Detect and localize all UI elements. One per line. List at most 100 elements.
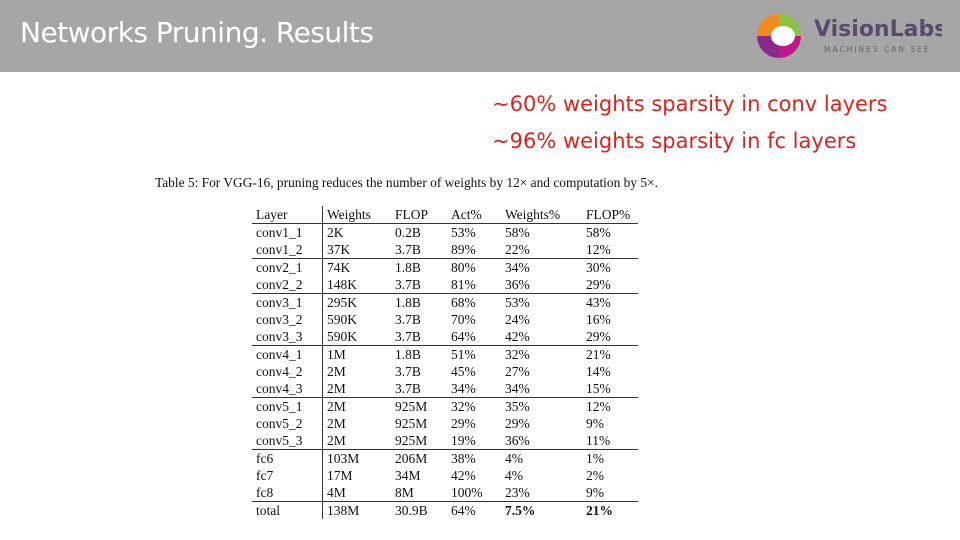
table-cell: 36% [501,276,582,294]
table-row: conv3_3 590K 3.7B 64% 42% 29% [252,328,638,346]
table-cell: 3.7B [395,364,421,379]
table-row: conv5_3 2M 925M 19% 36% 11% [252,432,638,450]
table-cell: 1.8B [395,295,421,310]
table-cell: 2M [327,416,346,431]
column-header: Layer [252,206,323,224]
table-cell: conv4_1 [252,345,323,363]
table-cell: 21% [586,347,611,362]
table-cell: 590K [327,312,357,327]
table-cell: 68% [451,295,476,310]
table-cell: conv5_1 [252,397,323,415]
table-cell: conv3_3 [252,328,323,346]
table-cell: 3.7B [391,328,447,346]
table-cell: 1.8B [395,347,421,362]
table-cell: fc7 [252,467,323,484]
table-row: conv2_2 148K 3.7B 81% 36% 29% [252,276,638,294]
table-cell: 21% [586,503,613,518]
table-cell: 64% [447,328,501,346]
table-cell: 295K [327,295,357,310]
table-cell: 1M [327,347,346,362]
table-row: conv4_2 2M 3.7B 45% 27% 14% [252,363,638,380]
table-cell: conv3_1 [252,293,323,311]
table-row: conv3_1 295K 1.8B 68% 53% 43% [252,293,638,311]
table-cell: 30% [586,260,611,275]
table-cell: 9% [586,416,604,431]
table-cell: 58% [505,225,530,240]
table-cell: 74K [327,260,351,275]
table-cell: conv3_2 [252,311,323,328]
table-cell: 4% [505,468,523,483]
table-cell: 23% [501,484,582,502]
table-cell: 4M [322,484,391,502]
table-cell: 103M [327,451,360,466]
table-cell: fc6 [252,449,323,467]
table-cell: 3.7B [395,312,421,327]
table-row: conv1_1 2K 0.2B 53% 58% 58% [252,223,638,241]
table-cell: 1% [586,451,604,466]
table-row: conv3_2 590K 3.7B 70% 24% 16% [252,311,638,328]
logo-tagline: MACHINES CAN SEE [824,45,931,54]
column-header: Act% [447,206,501,224]
table-cell: 35% [505,399,530,414]
table-cell: conv1_2 [252,241,323,259]
table-cell: 15% [582,380,638,398]
slide-title: Networks Pruning. Results [20,16,374,49]
table-row: fc6 103M 206M 38% 4% 1% [252,449,638,467]
highlight-text: ~96% weights sparsity in fc layers [492,129,857,153]
table-cell: total [252,501,323,519]
table-cell: 4% [505,451,523,466]
table-cell: 7.5% [505,503,536,518]
table-cell: conv1_1 [252,223,323,241]
table-row: conv2_1 74K 1.8B 80% 34% 30% [252,258,638,276]
table-cell: 8M [391,484,447,502]
table-cell: 925M [391,432,447,450]
table-cell: 51% [451,347,476,362]
table-cell: 2M [322,380,391,398]
table-cell: 34% [501,380,582,398]
table-cell: 29% [505,416,530,431]
table-cell: 45% [451,364,476,379]
table-cell: conv5_3 [252,432,323,450]
table-cell: 42% [451,468,476,483]
table-cell: 34M [395,468,421,483]
table-cell: 11% [582,432,638,450]
table-cell: 34% [505,260,530,275]
table-cell: 19% [447,432,501,450]
table-row: fc7 17M 34M 42% 4% 2% [252,467,638,484]
table-cell: 9% [582,484,638,502]
table-cell: 2% [586,468,604,483]
table-cell: 58% [586,225,611,240]
table-row: conv4_3 2M 3.7B 34% 34% 15% [252,380,638,398]
results-table: Layer Weights FLOP Act% Weights% FLOP% conv1_1… [252,206,638,519]
highlight-text: ~60% weights sparsity in conv layers [492,92,888,116]
table-cell: 36% [501,432,582,450]
table-row: total 138M 30.9B 64% 7.5% 21% [252,501,638,519]
table-cell: 3.7B [391,241,447,259]
table-cell: 70% [451,312,476,327]
table-row: fc8 4M 8M 100% 23% 9% [252,484,638,502]
table-cell: 14% [586,364,611,379]
table-row: conv5_1 2M 925M 32% 35% 12% [252,397,638,415]
column-header: Weights% [501,206,582,224]
table-cell: 43% [586,295,611,310]
table-cell: 138M [327,503,360,518]
table-cell: 53% [505,295,530,310]
table-cell: 2M [327,364,346,379]
table-cell: 17M [327,468,353,483]
table-cell: 206M [395,451,428,466]
table-cell: 16% [586,312,611,327]
table-row: conv4_1 1M 1.8B 51% 32% 21% [252,345,638,363]
table-row: conv1_2 37K 3.7B 89% 22% 12% [252,241,638,259]
table-row: conv5_2 2M 925M 29% 29% 9% [252,415,638,432]
table-cell: 1.8B [395,260,421,275]
table-cell: 12% [586,399,611,414]
table-cell: 24% [505,312,530,327]
table-cell: 2M [322,432,391,450]
table-cell: conv4_2 [252,363,323,380]
table-cell: 32% [505,347,530,362]
table-cell: 12% [582,241,638,259]
logo-name: VisionLabs [814,17,942,42]
table-cell: 925M [395,399,428,414]
table-cell: fc8 [252,484,323,502]
table-cell: 22% [501,241,582,259]
